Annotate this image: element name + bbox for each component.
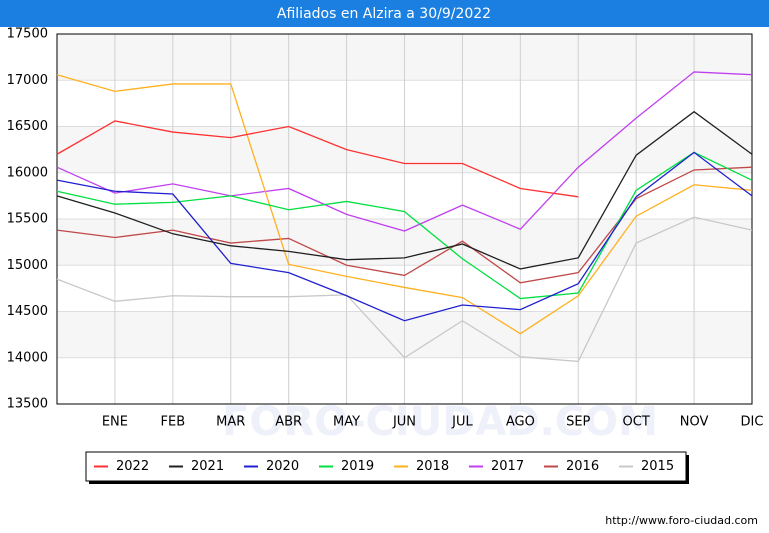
legend-label: 2022 xyxy=(116,459,149,474)
y-tick-label: 14000 xyxy=(7,350,48,365)
series-line xyxy=(56,151,753,322)
y-tick-label: 16000 xyxy=(7,165,48,180)
x-tick-label: ABR xyxy=(275,415,302,430)
series-line xyxy=(56,166,753,284)
legend-label: 2017 xyxy=(491,459,524,474)
x-tick-label: DIC xyxy=(741,415,764,430)
legend-label: 2015 xyxy=(641,459,674,474)
x-tick-label: OCT xyxy=(623,415,650,430)
x-tick-label: MAY xyxy=(333,415,360,430)
plot-frame xyxy=(56,33,753,405)
x-tick-label: NOV xyxy=(680,415,709,430)
watermark: FORO-CIUDAD.COM xyxy=(222,399,658,445)
series-line xyxy=(56,74,753,335)
series-line xyxy=(56,120,579,198)
legend-label: 2021 xyxy=(191,459,224,474)
x-tick-label: SEP xyxy=(566,415,590,430)
legend-label: 2016 xyxy=(566,459,599,474)
x-tick-label: MAR xyxy=(216,415,245,430)
y-tick-label: 17500 xyxy=(7,27,48,42)
title-bar xyxy=(0,0,769,27)
x-tick-label: JUN xyxy=(392,415,416,430)
series-line xyxy=(56,110,753,270)
legend-label: 2020 xyxy=(266,459,299,474)
y-tick-label: 13500 xyxy=(7,397,48,412)
footer: http://www.foro-ciudad.com xyxy=(605,514,758,527)
legend-box xyxy=(85,451,687,482)
y-tick-label: 15500 xyxy=(7,212,48,227)
legend-label: 2019 xyxy=(341,459,374,474)
y-tick-label: 17000 xyxy=(7,73,48,88)
series-line xyxy=(56,151,753,300)
series-line xyxy=(56,216,753,363)
y-tick-label: 16500 xyxy=(7,119,48,134)
legend-label: 2018 xyxy=(416,459,449,474)
x-tick-label: FEB xyxy=(161,415,186,430)
x-tick-label: AGO xyxy=(506,415,535,430)
chart-title: Afiliados en Alzira a 30/9/2022 xyxy=(277,6,491,22)
x-tick-label: JUL xyxy=(451,415,473,430)
y-tick-label: 15000 xyxy=(7,258,48,273)
y-tick-label: 14500 xyxy=(7,304,48,319)
series-line xyxy=(56,71,753,232)
x-tick-label: ENE xyxy=(102,415,128,430)
